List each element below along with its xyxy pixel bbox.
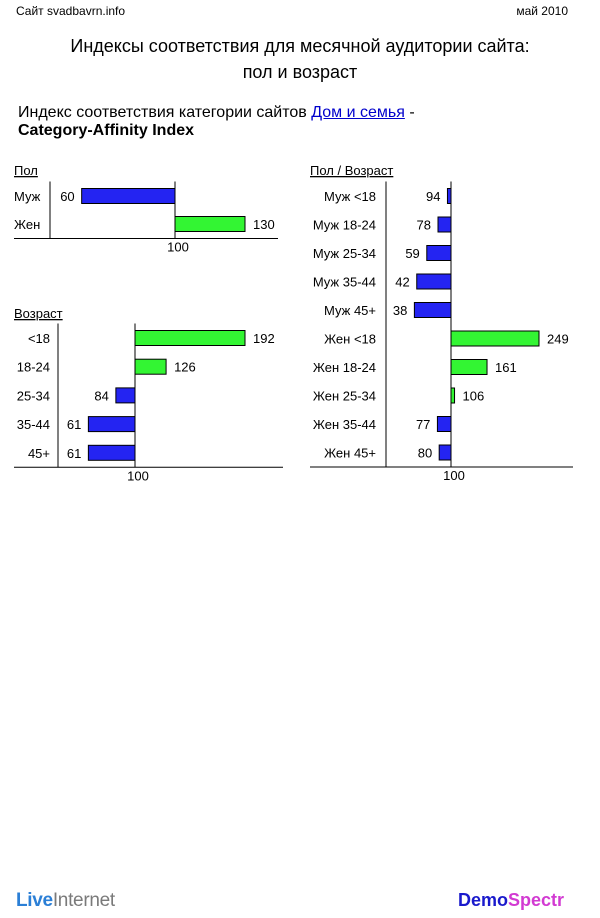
gender-age-value-label-9: 80 [418, 446, 432, 461]
age-bar-2 [115, 387, 136, 404]
logo-part-live: Live [16, 890, 53, 911]
age-category-label-0: <18 [28, 331, 50, 346]
page-title: Индексы соответствия для месячной аудито… [70, 36, 530, 56]
logo-part-demo: Demo [457, 890, 508, 910]
gender-age-bar-1 [437, 216, 452, 233]
gender-category-label-1: Жен [14, 217, 40, 232]
gender-age-category-label-0: Муж <18 [324, 189, 376, 204]
liveinternet-logo: LiveInternet [16, 890, 115, 912]
gender-value-label-0: 60 [60, 189, 74, 204]
age-value-label-2: 84 [94, 388, 108, 403]
gender-age-bar-4 [413, 302, 452, 318]
subtitle-suffix: - [404, 104, 415, 121]
age-value-label-1: 126 [174, 360, 196, 375]
gender-age-category-label-3: Муж 35-44 [313, 275, 376, 290]
age-value-label-3: 61 [67, 417, 81, 432]
gender-age-value-label-3: 42 [395, 275, 409, 290]
gender-age-category-label-4: Муж 45+ [324, 303, 376, 318]
gender-age-bar-9 [438, 444, 452, 461]
gender-age-bar-6 [450, 359, 488, 375]
gender-age-category-label-1: Муж 18-24 [313, 218, 376, 233]
subtitle: Индекс соответствия категории сайтов Дом… [18, 104, 415, 140]
gender-age-category-label-6: Жен 18-24 [313, 360, 376, 375]
age-bar-0 [134, 330, 246, 346]
gender-bar-0 [81, 188, 176, 204]
age-category-label-2: 25-34 [17, 388, 50, 403]
age-category-label-1: 18-24 [17, 360, 50, 375]
subtitle-prefix: Индекс соответствия категории сайтов [18, 104, 312, 121]
gender-age-bar-7 [450, 387, 456, 404]
gender-age-bar-2 [426, 245, 452, 261]
gender-age-category-label-2: Муж 25-34 [313, 246, 376, 261]
gender-age-value-label-8: 77 [416, 417, 430, 432]
chart-age: Возраст 100 <18 192 18-24 126 25-34 84 35-44 61 45… [14, 306, 283, 483]
age-bar-1 [134, 358, 167, 375]
chart-gender-age: Пол / Возраст 100 Муж <18 94 Муж 18-24 78 Муж … [310, 163, 573, 483]
age-chart-title: Возраст [14, 306, 63, 321]
age-bar-3 [87, 416, 136, 433]
gender-age-category-label-7: Жен 25-34 [313, 389, 376, 404]
gender-age-value-label-2: 59 [405, 246, 419, 261]
gender-age-bar-0 [446, 188, 452, 204]
logo-part-spectr: Spectr [507, 890, 564, 910]
demospectr-logo: DemoSpectr [458, 890, 564, 911]
report-date: май 2010 [516, 4, 568, 18]
gender-age-value-label-6: 161 [495, 360, 517, 375]
gender-age-value-label-1: 78 [417, 218, 431, 233]
gender-age-bar-5 [450, 330, 540, 347]
gender-baseline-label: 100 [167, 240, 189, 255]
gender-age-category-label-9: Жен 45+ [324, 446, 376, 461]
age-value-label-4: 61 [67, 446, 81, 461]
gender-age-value-label-4: 38 [393, 303, 407, 318]
category-link[interactable]: Дом и семья [311, 104, 405, 121]
subtitle-index-name: Category-Affinity Index [18, 122, 195, 139]
gender-age-category-label-8: Жен 35-44 [313, 417, 376, 432]
age-bar-4 [87, 444, 136, 461]
age-value-label-0: 192 [253, 331, 275, 346]
gender-bar-1 [174, 216, 246, 232]
gender-age-category-label-5: Жен <18 [324, 332, 376, 347]
age-baseline-label: 100 [127, 468, 149, 483]
chart-gender: Пол 100 Муж 60 Жен 130 [14, 163, 278, 255]
logo-part-internet: Internet [52, 890, 115, 911]
gender-age-chart-title: Пол / Возраст [310, 163, 393, 178]
gender-value-label-1: 130 [253, 217, 275, 232]
gender-chart-title: Пол [14, 163, 38, 178]
age-category-label-3: 35-44 [17, 417, 50, 432]
age-category-label-4: 45+ [28, 446, 50, 461]
gender-age-value-label-7: 106 [463, 389, 485, 404]
page-title-line2: пол и возраст [242, 62, 358, 82]
gender-age-baseline-label: 100 [443, 468, 465, 483]
gender-age-value-label-0: 94 [426, 189, 440, 204]
gender-category-label-0: Муж [14, 189, 41, 204]
gender-age-value-label-5: 249 [547, 332, 569, 347]
gender-age-bar-3 [416, 273, 452, 290]
site-label: Сайт svadbavrn.info [16, 4, 126, 18]
gender-age-bar-8 [436, 416, 452, 432]
